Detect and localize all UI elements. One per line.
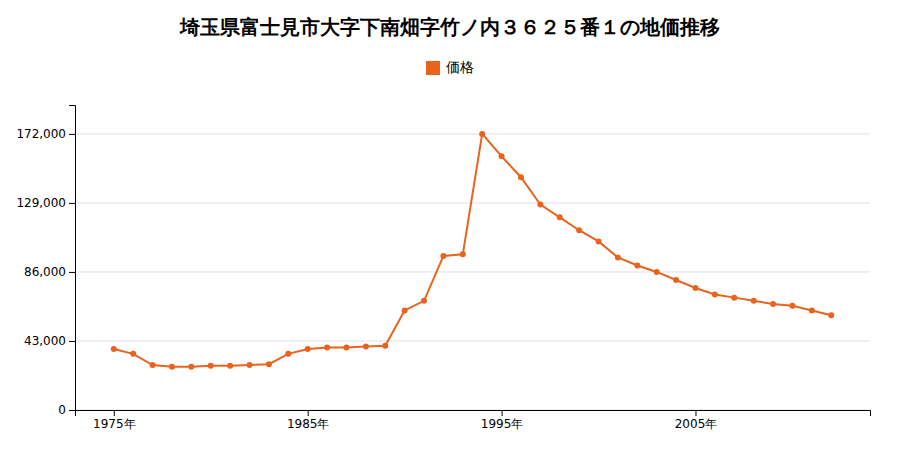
- tick-mark: [502, 410, 503, 416]
- tick-label: 2005年: [675, 417, 718, 431]
- tick-mark: [114, 410, 115, 416]
- marker: [363, 344, 369, 350]
- tick: 1985年: [287, 410, 330, 431]
- tick: 0: [58, 403, 75, 417]
- marker: [731, 295, 737, 301]
- marker: [692, 285, 698, 291]
- chart-container: 1975年 1985年 1995年 2005年 0 43,000 86,000 129,000…: [0, 0, 900, 450]
- tick-label: 172,000: [16, 127, 66, 141]
- legend: 価格: [426, 59, 474, 75]
- tick-mark: [69, 341, 75, 342]
- marker: [169, 364, 175, 370]
- tick-label: 1995年: [481, 417, 524, 431]
- legend-label: 価格: [446, 59, 474, 75]
- marker: [343, 344, 349, 350]
- marker: [712, 291, 718, 297]
- marker: [518, 174, 524, 180]
- legend-item: 価格: [426, 59, 474, 75]
- marker: [634, 263, 640, 269]
- axis-line: [69, 106, 76, 411]
- grid-line: [75, 133, 870, 134]
- marker: [285, 351, 291, 357]
- marker: [382, 343, 388, 349]
- y-axis: 0 43,000 86,000 129,000 172,000: [16, 106, 75, 418]
- tick: 43,000: [24, 334, 75, 348]
- tick-mark: [69, 134, 75, 135]
- tick-label: 0: [58, 403, 66, 417]
- marker: [402, 307, 408, 313]
- marker: [576, 227, 582, 233]
- tick: 2005年: [675, 410, 718, 431]
- marker: [770, 301, 776, 307]
- marker: [305, 346, 311, 352]
- marker: [111, 346, 117, 352]
- grid-line: [75, 340, 870, 341]
- chart-svg: 1975年 1985年 1995年 2005年 0 43,000 86,000 129,000…: [0, 0, 900, 450]
- plot-area: 1975年 1985年 1995年 2005年 0 43,000 86,000 129,000…: [16, 106, 870, 431]
- tick-label: 43,000: [24, 334, 66, 348]
- tick-label: 86,000: [24, 265, 66, 279]
- tick: 86,000: [24, 265, 75, 279]
- x-axis: 1975年 1985年 1995年 2005年: [76, 410, 871, 431]
- tick: 1975年: [93, 410, 136, 431]
- marker: [615, 255, 621, 261]
- marker: [557, 214, 563, 220]
- marker: [421, 298, 427, 304]
- tick-label: 1975年: [93, 417, 136, 431]
- line: [114, 134, 831, 367]
- marker: [266, 361, 272, 367]
- grid-line: [75, 271, 870, 272]
- tick: 129,000: [16, 196, 75, 210]
- marker: [479, 131, 485, 137]
- tick-mark: [308, 410, 309, 416]
- marker: [499, 153, 505, 159]
- marker: [150, 362, 156, 368]
- marker: [537, 202, 543, 208]
- tick-mark: [69, 203, 75, 204]
- markers: [111, 131, 834, 370]
- marker: [460, 251, 466, 257]
- axis-line: [76, 411, 871, 417]
- marker: [789, 303, 795, 309]
- marker: [188, 364, 194, 370]
- tick-mark: [695, 410, 696, 416]
- tick-label: 129,000: [16, 196, 66, 210]
- grid-line: [75, 202, 870, 203]
- marker: [227, 363, 233, 369]
- marker: [654, 269, 660, 275]
- marker: [751, 298, 757, 304]
- marker: [809, 307, 815, 313]
- marker: [596, 238, 602, 244]
- marker: [208, 363, 214, 369]
- title: 埼玉県富士見市大字下南畑字竹ノ内３６２５番１の地価推移: [179, 15, 720, 39]
- tick: 172,000: [16, 127, 75, 141]
- marker: [828, 312, 834, 318]
- tick-label: 1985年: [287, 417, 330, 431]
- marker: [673, 277, 679, 283]
- tick-mark: [69, 410, 75, 411]
- series-group: [111, 131, 834, 370]
- tick-mark: [69, 272, 75, 273]
- marker: [324, 344, 330, 350]
- marker: [130, 351, 136, 357]
- marker: [247, 362, 253, 368]
- legend-swatch: [426, 61, 440, 75]
- tick: 1995年: [481, 410, 524, 431]
- grid: [75, 134, 870, 410]
- marker: [440, 253, 446, 259]
